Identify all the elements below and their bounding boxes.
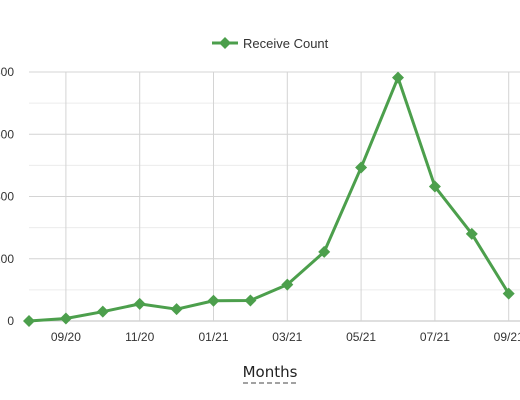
data-point-marker	[318, 245, 331, 258]
data-point-marker	[502, 287, 515, 300]
x-tick-label: 09/21	[494, 330, 520, 344]
data-point-marker	[170, 303, 183, 316]
x-axis-title: Months	[243, 363, 298, 381]
data-point-marker	[59, 312, 72, 325]
grid-lines	[29, 71, 520, 322]
data-point-marker	[392, 71, 404, 84]
legend-swatch-marker	[219, 37, 231, 49]
data-point-marker	[133, 297, 146, 310]
x-tick-label: 01/21	[198, 330, 228, 344]
data-point-marker	[281, 278, 294, 291]
data-point-marker	[207, 294, 220, 307]
series-line-receive-count	[28, 76, 510, 323]
x-tick-label: 03/21	[272, 330, 302, 344]
y-tick-label: 200	[0, 252, 14, 266]
data-point-marker	[96, 305, 109, 318]
data-point-marker	[465, 227, 478, 240]
legend[interactable]: Receive Count	[212, 36, 329, 51]
y-tick-label: 0	[7, 314, 14, 328]
y-tick-label: 600	[0, 127, 14, 141]
x-tick-label: 05/21	[346, 330, 376, 344]
legend-label-receive-count: Receive Count	[243, 36, 329, 51]
y-tick-label: 800	[0, 65, 14, 79]
data-point-marker	[428, 180, 441, 193]
data-point-marker	[355, 161, 368, 174]
x-tick-label: 11/20	[125, 330, 154, 344]
x-tick-label: 09/20	[51, 330, 81, 344]
y-tick-label: 400	[0, 190, 14, 204]
series-receive-count	[23, 71, 515, 327]
tick-labels: 0 200 400 600 800 09/20 11/20 01/21 03/21 05/21 07…	[0, 65, 520, 344]
x-tick-label: 07/21	[420, 330, 450, 344]
data-point-marker	[23, 315, 35, 327]
data-point-marker	[244, 294, 257, 307]
